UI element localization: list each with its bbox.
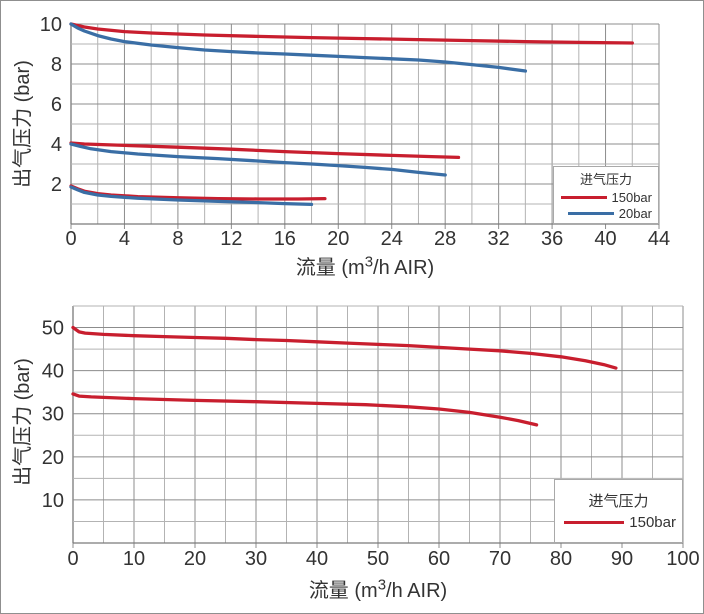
svg-text:6: 6: [51, 94, 62, 116]
top-y-title-text: 出气压力 (bar): [12, 60, 34, 188]
svg-text:50: 50: [42, 318, 64, 340]
bottom-legend-title: 进气压力: [588, 492, 649, 510]
bottom-x-title-pre: 流量 (m: [308, 580, 378, 602]
bottom-legend-entry-150bar: 150bar: [555, 513, 682, 533]
bottom-x-title-post: /h AIR): [386, 580, 448, 602]
svg-text:4: 4: [51, 134, 62, 156]
svg-text:2: 2: [51, 174, 62, 196]
bottom-y-title-text: 出气压力 (bar): [12, 358, 34, 486]
svg-text:36: 36: [541, 228, 563, 250]
top-chart-x-axis-title: 流量 (m3/h AIR): [215, 251, 515, 280]
svg-text:50: 50: [367, 548, 389, 570]
svg-text:30: 30: [245, 548, 267, 570]
cubic-superscript: 3: [377, 576, 387, 594]
svg-text:90: 90: [611, 548, 633, 570]
svg-text:40: 40: [594, 228, 616, 250]
svg-text:70: 70: [489, 548, 511, 570]
svg-text:100: 100: [666, 548, 699, 570]
bottom-chart-legend: 进气压力 150bar: [554, 479, 683, 543]
top-chart-legend: 进气压力 150bar 20bar: [553, 166, 659, 224]
svg-text:30: 30: [42, 404, 64, 426]
bottom-legend-label-150bar: 150bar: [629, 513, 676, 531]
svg-text:0: 0: [65, 228, 76, 250]
svg-text:20: 20: [327, 228, 349, 250]
svg-text:32: 32: [488, 228, 510, 250]
svg-text:24: 24: [381, 228, 403, 250]
cubic-superscript: 3: [364, 253, 374, 271]
legend-line-swatch-150bar: [560, 196, 607, 199]
svg-text:12: 12: [220, 228, 242, 250]
svg-text:40: 40: [306, 548, 328, 570]
svg-text:16: 16: [274, 228, 296, 250]
svg-text:40: 40: [42, 361, 64, 383]
svg-text:10: 10: [123, 548, 145, 570]
bottom-chart-x-axis-title: 流量 (m3/h AIR): [228, 574, 528, 603]
top-legend-entry-20bar: 20bar: [554, 206, 658, 222]
svg-text:44: 44: [648, 228, 670, 250]
top-legend-label-150bar: 150bar: [611, 189, 652, 205]
top-chart-y-axis-title: 出气压力 (bar): [12, 44, 34, 204]
svg-text:4: 4: [119, 228, 130, 250]
legend-line-swatch-20bar: [567, 212, 614, 215]
svg-text:80: 80: [550, 548, 572, 570]
svg-text:0: 0: [67, 548, 78, 570]
svg-text:28: 28: [434, 228, 456, 250]
legend-line-swatch-150bar: [564, 521, 625, 524]
svg-text:10: 10: [40, 14, 62, 36]
top-legend-title: 进气压力: [579, 171, 632, 187]
svg-text:8: 8: [51, 54, 62, 76]
svg-text:20: 20: [184, 548, 206, 570]
top-legend-label-20bar: 20bar: [618, 205, 652, 221]
svg-text:60: 60: [428, 548, 450, 570]
svg-text:8: 8: [172, 228, 183, 250]
top-x-title-post: /h AIR): [373, 257, 435, 279]
top-legend-entry-150bar: 150bar: [554, 190, 658, 206]
svg-text:10: 10: [42, 490, 64, 512]
top-x-title-pre: 流量 (m: [295, 257, 365, 279]
svg-text:20: 20: [42, 447, 64, 469]
bottom-chart-y-axis-title: 出气压力 (bar): [12, 342, 34, 502]
